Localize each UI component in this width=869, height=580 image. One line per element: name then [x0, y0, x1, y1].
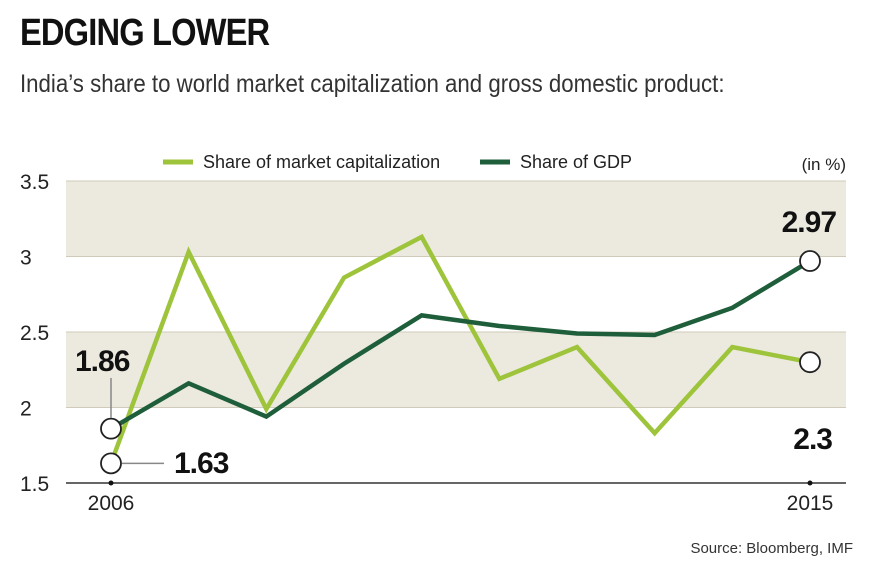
annotation-labels: 1.86 1.63 2.97 2.3 — [75, 206, 837, 480]
legend: Share of market capitalization Share of G… — [163, 152, 632, 172]
unit-label: (in %) — [802, 155, 846, 174]
grid-band — [66, 181, 846, 257]
y-tick-label: 2 — [20, 398, 32, 421]
grid-lines — [66, 180, 846, 408]
axes: 1.5 2 2.5 3 3.5 2006 2015 (in %) — [20, 155, 846, 515]
y-tick-label: 3.5 — [20, 171, 49, 194]
data-label: 2.97 — [782, 206, 837, 239]
x-tick-dot — [807, 480, 813, 486]
x-tick-dot — [108, 480, 114, 486]
series-line-market-cap — [108, 233, 811, 465]
data-point-marker — [100, 452, 122, 475]
series-lines — [108, 233, 812, 465]
data-label: 1.63 — [174, 447, 229, 480]
grid-bands — [66, 181, 846, 408]
data-label: 2.3 — [793, 423, 832, 456]
legend-label: Share of GDP — [520, 152, 632, 172]
data-point-marker — [100, 417, 122, 440]
y-tick-label: 1.5 — [20, 473, 49, 496]
legend-label: Share of market capitalization — [203, 152, 440, 172]
grid-band — [66, 332, 846, 408]
x-tick-label: 2006 — [88, 492, 135, 515]
y-tick-label: 3 — [20, 247, 32, 270]
chart-title: EDGING LOWER — [20, 12, 270, 54]
annotation-markers — [100, 250, 821, 475]
data-point-marker — [799, 250, 821, 272]
chart-subtitle: India’s share to world market capitaliza… — [20, 70, 725, 98]
x-tick-label: 2015 — [787, 492, 834, 515]
source-note: Source: Bloomberg, IMF — [690, 540, 853, 557]
series-line-gdp — [109, 259, 812, 431]
data-label: 1.86 — [75, 345, 130, 378]
y-tick-label: 2.5 — [20, 322, 49, 345]
data-point-marker — [799, 351, 821, 374]
